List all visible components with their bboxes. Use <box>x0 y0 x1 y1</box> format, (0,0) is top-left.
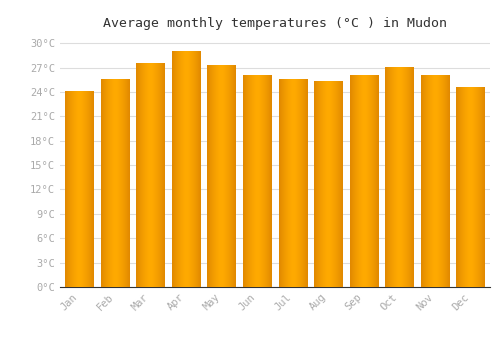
Bar <box>420 76 449 287</box>
Bar <box>385 68 414 287</box>
Bar <box>278 80 307 287</box>
Bar <box>101 80 130 287</box>
Bar <box>172 51 201 287</box>
Bar <box>350 76 378 287</box>
Bar <box>456 88 484 287</box>
Bar <box>66 92 94 287</box>
Bar <box>208 65 236 287</box>
Bar <box>314 81 342 287</box>
Bar <box>243 76 272 287</box>
Bar <box>136 63 165 287</box>
Title: Average monthly temperatures (°C ) in Mudon: Average monthly temperatures (°C ) in Mu… <box>103 17 447 30</box>
